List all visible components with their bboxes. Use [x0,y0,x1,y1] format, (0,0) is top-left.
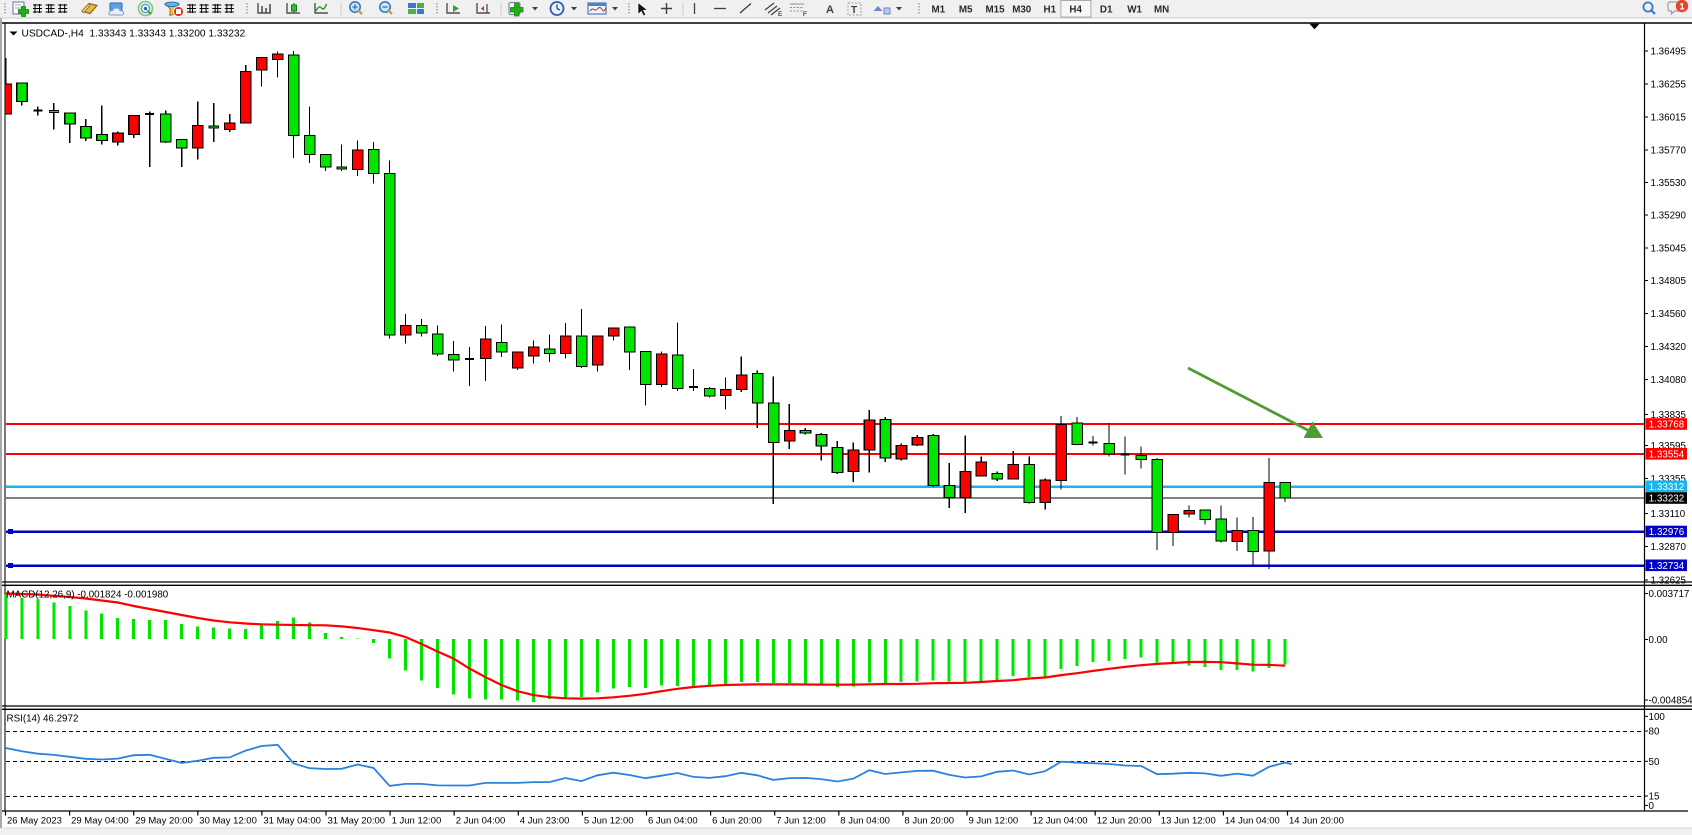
svg-text:100: 100 [1649,712,1666,723]
svg-text:1.33768: 1.33768 [1649,420,1685,431]
svg-text:D1: D1 [1100,5,1113,16]
svg-text:1.35770: 1.35770 [1651,146,1687,157]
svg-text:USDCAD-,H4 1.33343 1.33343 1.: USDCAD-,H4 1.33343 1.33343 1.33200 1.332… [22,29,246,40]
svg-text:1.33355: 1.33355 [1651,474,1687,485]
svg-text:1.32976: 1.32976 [1649,527,1685,538]
svg-text:1: 1 [1679,2,1685,13]
svg-text:MN: MN [1154,5,1169,16]
svg-text:1.36255: 1.36255 [1651,80,1687,91]
svg-text:13 Jun 12:00: 13 Jun 12:00 [1161,816,1216,827]
svg-text:1.34805: 1.34805 [1651,276,1687,287]
svg-text:6 Jun 04:00: 6 Jun 04:00 [648,816,698,827]
svg-text:A: A [826,4,834,16]
svg-text:50: 50 [1649,757,1660,768]
svg-text:29 May 04:00: 29 May 04:00 [71,816,129,827]
svg-text:-0.004854: -0.004854 [1649,696,1692,707]
svg-text:1.36015: 1.36015 [1651,113,1687,124]
svg-text:1.35290: 1.35290 [1651,211,1687,222]
svg-text:1.34080: 1.34080 [1651,375,1687,386]
svg-text:1.33595: 1.33595 [1651,441,1687,452]
svg-text:1.34560: 1.34560 [1651,309,1687,320]
svg-text:T: T [851,5,857,16]
svg-text:5 Jun 12:00: 5 Jun 12:00 [584,816,634,827]
svg-text:7 Jun 12:00: 7 Jun 12:00 [776,816,826,827]
svg-text:14 Jun 04:00: 14 Jun 04:00 [1225,816,1280,827]
svg-text:0: 0 [1649,801,1655,812]
svg-text:1.33232: 1.33232 [1649,494,1684,505]
svg-text:14 Jun 20:00: 14 Jun 20:00 [1289,816,1344,827]
svg-text:0.00: 0.00 [1649,635,1669,646]
svg-text:1.32734: 1.32734 [1649,561,1685,572]
svg-text:2 Jun 04:00: 2 Jun 04:00 [456,816,506,827]
svg-text:1.35530: 1.35530 [1651,178,1687,189]
svg-text:4 Jun 23:00: 4 Jun 23:00 [520,816,570,827]
svg-text:30 May 12:00: 30 May 12:00 [199,816,257,827]
svg-text:9 Jun 12:00: 9 Jun 12:00 [969,816,1019,827]
svg-text:F: F [803,11,807,18]
svg-text:1.33312: 1.33312 [1649,482,1684,493]
svg-text:31 May 04:00: 31 May 04:00 [263,816,321,827]
svg-text:80: 80 [1649,727,1660,738]
svg-text:12 Jun 04:00: 12 Jun 04:00 [1033,816,1088,827]
svg-text:M15: M15 [986,5,1006,16]
svg-text:M30: M30 [1012,5,1032,16]
svg-text:0.003717: 0.003717 [1649,589,1690,600]
svg-text:31 May 20:00: 31 May 20:00 [328,816,386,827]
svg-text:RSI(14) 46.2972: RSI(14) 46.2972 [7,714,79,725]
svg-text:1.35045: 1.35045 [1651,244,1687,255]
svg-text:MACD(12,26,9) -0.001824 -0.001: MACD(12,26,9) -0.001824 -0.001980 [7,590,169,601]
svg-text:M1: M1 [932,5,946,16]
svg-text:12 Jun 20:00: 12 Jun 20:00 [1097,816,1152,827]
svg-text:E: E [778,11,783,18]
svg-text:1.36495: 1.36495 [1651,47,1687,58]
svg-text:M5: M5 [959,5,973,16]
svg-text:H1: H1 [1044,5,1057,16]
svg-text:1 Jun 12:00: 1 Jun 12:00 [392,816,442,827]
svg-text:29 May 20:00: 29 May 20:00 [135,816,193,827]
svg-text:1.34320: 1.34320 [1651,342,1687,353]
svg-text:W1: W1 [1127,5,1142,16]
svg-text:8 Jun 20:00: 8 Jun 20:00 [904,816,954,827]
svg-text:15: 15 [1649,792,1660,803]
svg-text:1.33110: 1.33110 [1651,509,1686,520]
svg-text:1.32625: 1.32625 [1651,576,1687,587]
svg-text:H4: H4 [1069,5,1082,16]
svg-text:1.33835: 1.33835 [1651,410,1687,421]
svg-text:1.32870: 1.32870 [1651,542,1687,553]
svg-text:1.33554: 1.33554 [1649,449,1685,460]
svg-text:8 Jun 04:00: 8 Jun 04:00 [840,816,890,827]
svg-text:26 May 2023: 26 May 2023 [7,816,62,827]
svg-text:6 Jun 20:00: 6 Jun 20:00 [712,816,762,827]
